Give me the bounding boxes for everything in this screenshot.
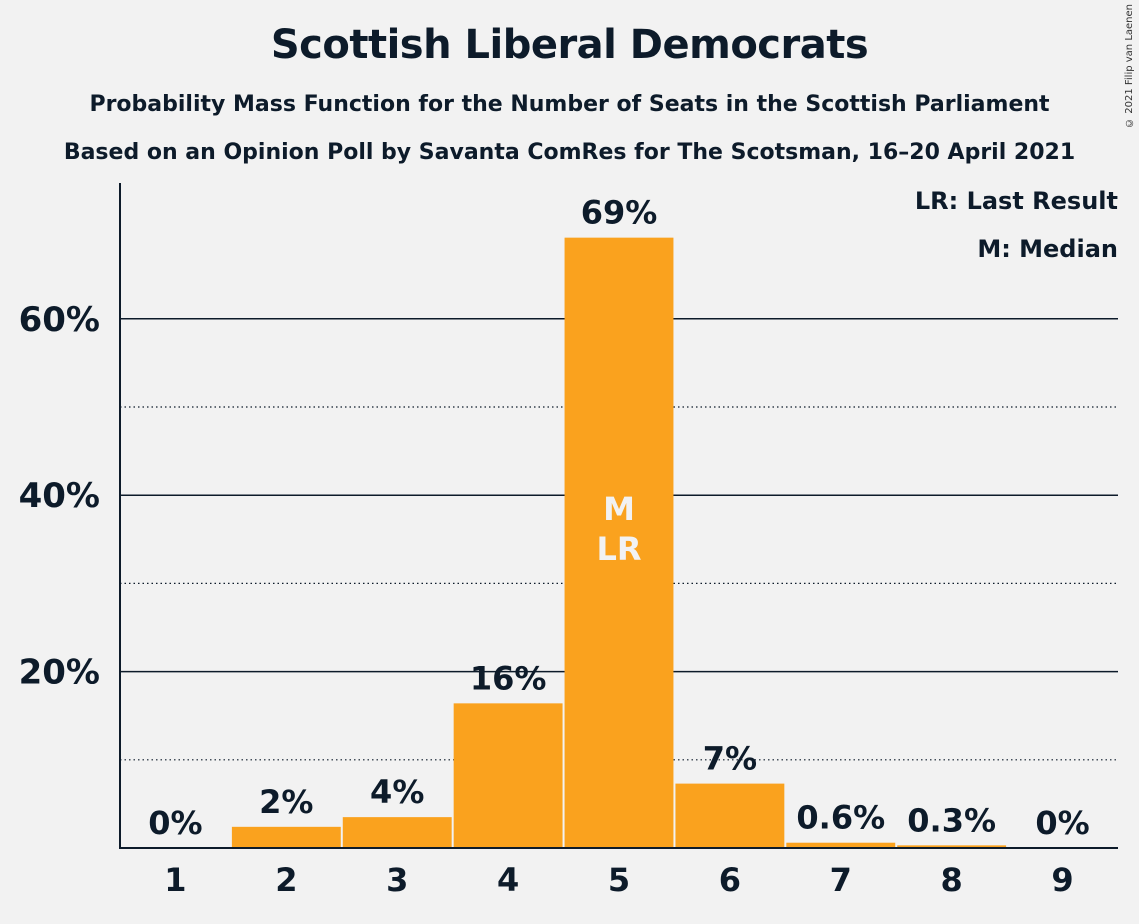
data-labels: 0% 2% 4% 16% 69% MLR 7% 0.6% 0.3% 0% [148,194,1089,842]
data-label: 2% [259,783,313,821]
x-tick-label: 8 [941,861,963,899]
data-label: 69% [581,194,658,232]
bar [675,783,785,848]
x-tick-label: 6 [719,861,741,899]
data-label: 16% [470,659,547,697]
x-tick-label: 7 [830,861,852,899]
x-tick-label: 5 [608,861,630,899]
y-tick-label: 40% [19,476,100,516]
data-label: 7% [703,740,757,778]
x-tick-label: 9 [1051,861,1073,899]
y-tick-label: 60% [19,300,100,340]
legend-entry: M: Median [977,235,1118,263]
bar [342,817,452,848]
data-label: 0% [148,804,202,842]
bar [897,845,1007,848]
data-label: 0.6% [796,799,885,837]
chart-title: Scottish Liberal Democrats [270,22,869,68]
data-label: 0% [1035,804,1089,842]
bars [231,237,1007,848]
bar [786,842,896,848]
legend: LR: Last Result M: Median [915,187,1118,263]
y-tick-label: 20% [19,653,100,693]
x-tick-label: 3 [386,861,408,899]
axes: 20% 40% 60% 1 2 3 4 5 6 7 8 9 [19,183,1118,899]
bar [564,237,674,848]
x-tick-label: 4 [497,861,519,899]
last-result-marker: LR [596,530,641,568]
chart-subtitle-source: Based on an Opinion Poll by Savanta ComR… [63,140,1076,165]
data-label: 4% [370,773,424,811]
x-tick-label: 2 [275,861,297,899]
median-marker: M [603,490,635,528]
bar [231,826,341,848]
legend-entry: LR: Last Result [915,187,1118,215]
chart-subtitle: Probability Mass Function for the Number… [89,92,1050,117]
bar [453,703,563,848]
data-label: 0.3% [907,801,996,839]
x-tick-label: 1 [164,861,186,899]
